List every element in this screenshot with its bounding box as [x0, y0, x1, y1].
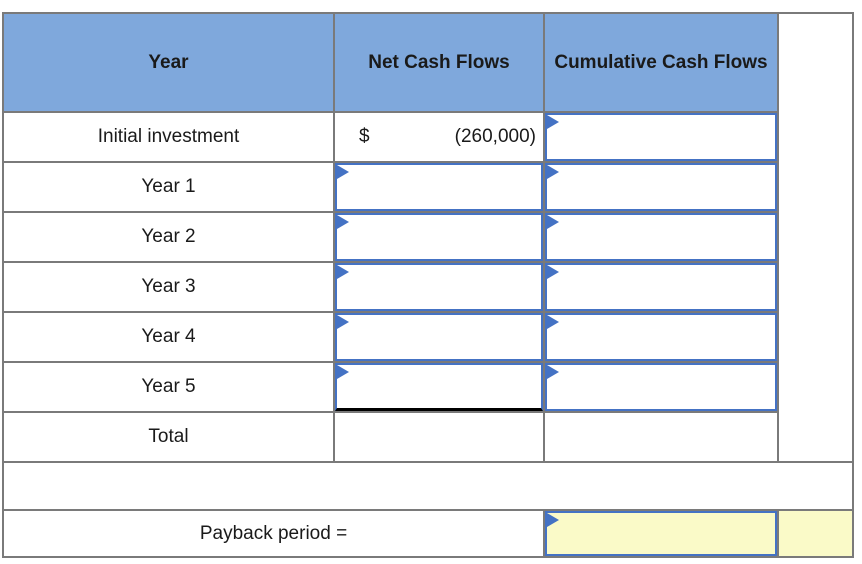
net-cash-flow-input-year-5[interactable]: [336, 364, 542, 410]
net-cell-year-1: [333, 161, 545, 213]
payback-label: Payback period =: [2, 509, 545, 558]
cumulative-cell-year-2: [543, 211, 779, 263]
net-cell-year-2: [333, 211, 545, 263]
total-cumulative-cell: [543, 411, 779, 463]
row-label-year-4: Year 4: [2, 311, 335, 363]
payback-cell: [543, 509, 779, 558]
net-cell-year-4: [333, 311, 545, 363]
cumulative-cell-year-5: [543, 361, 779, 413]
input-flag-icon: [547, 365, 559, 379]
side-column-cell: [777, 12, 854, 463]
spacer-cell: [2, 461, 854, 511]
payback-period-input[interactable]: [546, 512, 776, 555]
initial-net-cash-flow-cell: $ (260,000): [333, 111, 545, 163]
header-cell-cumulative-cash-flows: Cumulative Cash Flows: [543, 12, 779, 113]
row-label-year-5: Year 5: [2, 361, 335, 413]
currency-symbol: $: [359, 126, 370, 147]
cumulative-input-year-2[interactable]: [546, 214, 776, 260]
net-cash-flow-input-year-2[interactable]: [336, 214, 542, 260]
table-row-year-2: Year 2: [2, 211, 853, 263]
payback-worksheet-table: Year Net Cash Flows Cumulative Cash Flow…: [2, 12, 854, 558]
table-row-year-5: Year 5: [2, 361, 853, 413]
cumulative-input-year-3[interactable]: [546, 264, 776, 310]
total-net-cell: [333, 411, 545, 463]
cumulative-input-year-1[interactable]: [546, 164, 776, 210]
net-cell-year-5: [333, 361, 545, 413]
table-row-year-3: Year 3: [2, 261, 853, 313]
cumulative-cell-year-3: [543, 261, 779, 313]
row-label-initial-investment: Initial investment: [2, 111, 335, 163]
payback-side-cell: [777, 509, 854, 558]
row-label-year-2: Year 2: [2, 211, 335, 263]
cumulative-input-year-4[interactable]: [546, 314, 776, 360]
net-cash-flow-input-year-1[interactable]: [336, 164, 542, 210]
header-cell-year: Year: [2, 12, 335, 113]
input-flag-icon: [337, 265, 349, 279]
spacer-row: [2, 461, 854, 511]
initial-net-cash-flow-value: $ (260,000): [336, 126, 542, 148]
row-label-year-1: Year 1: [2, 161, 335, 213]
input-flag-icon: [547, 115, 559, 129]
row-label-total: Total: [2, 411, 335, 463]
input-flag-icon: [547, 165, 559, 179]
input-flag-icon: [337, 315, 349, 329]
header-row: Year Net Cash Flows Cumulative Cash Flow…: [2, 12, 854, 463]
cumulative-input-year-5[interactable]: [546, 364, 776, 410]
input-flag-icon: [337, 165, 349, 179]
row-label-year-3: Year 3: [2, 261, 335, 313]
table-row-total: Total: [2, 411, 853, 463]
cumulative-input-initial-investment[interactable]: [546, 114, 776, 160]
cumulative-cell-initial-investment: [543, 111, 779, 163]
net-cash-flow-input-year-3[interactable]: [336, 264, 542, 310]
amount-value: (260,000): [454, 126, 536, 147]
input-flag-icon: [547, 513, 559, 527]
input-flag-icon: [337, 365, 349, 379]
net-cash-flow-input-year-4[interactable]: [336, 314, 542, 360]
cumulative-cell-year-1: [543, 161, 779, 213]
header-cell-net-cash-flows: Net Cash Flows: [333, 12, 545, 113]
table-row-initial-investment: Initial investment $ (260,000): [2, 111, 853, 163]
cumulative-cell-year-4: [543, 311, 779, 363]
input-flag-icon: [547, 265, 559, 279]
payback-row: Payback period =: [2, 509, 854, 558]
table-row-year-1: Year 1: [2, 161, 853, 213]
net-cell-year-3: [333, 261, 545, 313]
input-flag-icon: [547, 315, 559, 329]
input-flag-icon: [547, 215, 559, 229]
input-flag-icon: [337, 215, 349, 229]
table-row-year-4: Year 4: [2, 311, 853, 363]
